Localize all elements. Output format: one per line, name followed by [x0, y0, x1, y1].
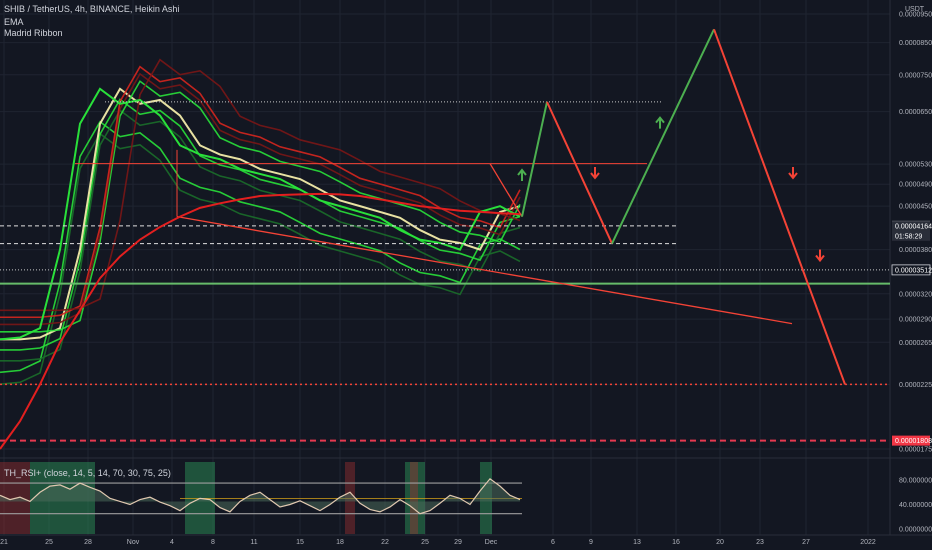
- date-tick-label: 25: [45, 539, 53, 546]
- indicator-ema-label[interactable]: EMA: [4, 17, 24, 27]
- rsi-fill: [0, 478, 520, 514]
- arrow-down-icon: [590, 166, 600, 180]
- date-tick-label: 29: [454, 539, 462, 546]
- date-tick-label: 20: [716, 539, 724, 546]
- date-tick-label: 15: [296, 539, 304, 546]
- projection-segment: [611, 28, 715, 245]
- date-tick-label: 2022: [860, 539, 876, 546]
- date-tick-label: 27: [802, 539, 810, 546]
- rsi-indicator-label[interactable]: TH_RSI+ (close, 14, 5, 14, 70, 30, 75, 2…: [4, 468, 171, 478]
- date-tick-label: 22: [381, 539, 389, 546]
- arrow-up-icon: [517, 168, 527, 181]
- ribbon-band: [0, 87, 521, 341]
- ribbon-band: [0, 109, 521, 362]
- ribbon-band: [0, 80, 521, 333]
- date-tick-label: 8: [211, 539, 215, 546]
- date-tick-label: Dec: [485, 539, 498, 546]
- rsi-tick-label: 80.00000000: [899, 478, 932, 485]
- price-tag-label: 01:58:29: [895, 233, 922, 240]
- rsi-axis[interactable]: 80.00000000 40.00000000 0.00000000: [899, 478, 932, 534]
- ribbon-band: [0, 120, 521, 374]
- rsi-tick-label: 0.00000000: [899, 527, 932, 534]
- madrid-ribbon: [0, 58, 521, 386]
- date-tick-label: 23: [756, 539, 764, 546]
- ribbon-band: [0, 132, 521, 386]
- descending-trendline: [176, 215, 793, 325]
- indicator-madrid-ribbon-label[interactable]: Madrid Ribbon: [4, 28, 63, 38]
- projection-segment: [546, 101, 613, 245]
- price-line: [0, 87, 521, 341]
- ribbon-band: [0, 72, 521, 326]
- date-tick-label: 4: [170, 539, 174, 546]
- date-axis[interactable]: 21 25 28 Nov 4 8 11 15 18 22 25 29 Dec 6 9 13 16 20 23 27 20…: [0, 534, 932, 546]
- rsi-pane: [0, 462, 522, 534]
- date-tick-label: 11: [250, 539, 257, 546]
- symbol-title[interactable]: SHIB / TetherUS, 4h, BINANCE, Heikin Ash…: [4, 4, 180, 14]
- price-tag-label: 0.00001808: [895, 438, 932, 445]
- date-tick-label: 21: [0, 539, 8, 546]
- projection-segment: [713, 28, 846, 385]
- price-tag-label: 0.00003512: [895, 267, 932, 274]
- date-tick-label: 9: [589, 539, 593, 546]
- price-tag-label: 0.00004164: [895, 224, 932, 231]
- price-tag: [892, 221, 930, 232]
- date-tick-label: 13: [633, 539, 641, 546]
- wedge-line: [489, 163, 523, 217]
- date-tick-label: 18: [336, 539, 344, 546]
- projection-arrows: [517, 116, 825, 263]
- price-tag: [892, 435, 930, 446]
- date-tick-label: 16: [672, 539, 680, 546]
- date-tick-label: 28: [84, 539, 92, 546]
- currency-label: USDT: [905, 6, 925, 13]
- arrow-up-icon: [655, 116, 665, 129]
- ema-curve: [0, 192, 521, 450]
- horizontal-levels: [0, 101, 890, 442]
- price-tag: [891, 264, 931, 276]
- trendlines: [176, 149, 793, 325]
- ema-line: [0, 192, 521, 450]
- price-tags: 0.000041670.0000416401:58:290.000035120.…: [891, 220, 932, 446]
- arrow-down-icon: [815, 249, 825, 263]
- ribbon-band: [0, 65, 521, 319]
- date-tick-label: 25: [421, 539, 429, 546]
- rsi-line: [0, 477, 521, 515]
- price-tag: [892, 230, 930, 241]
- date-tick-label: 6: [551, 539, 555, 546]
- date-tick-label: Nov: [127, 539, 140, 546]
- ribbon-band: [0, 58, 521, 312]
- ribbon-band: [0, 98, 521, 351]
- rsi-tick-label: 40.00000000: [899, 502, 932, 509]
- projection-path: [521, 28, 846, 385]
- arrow-down-icon: [788, 166, 798, 180]
- projection-segment: [521, 101, 548, 217]
